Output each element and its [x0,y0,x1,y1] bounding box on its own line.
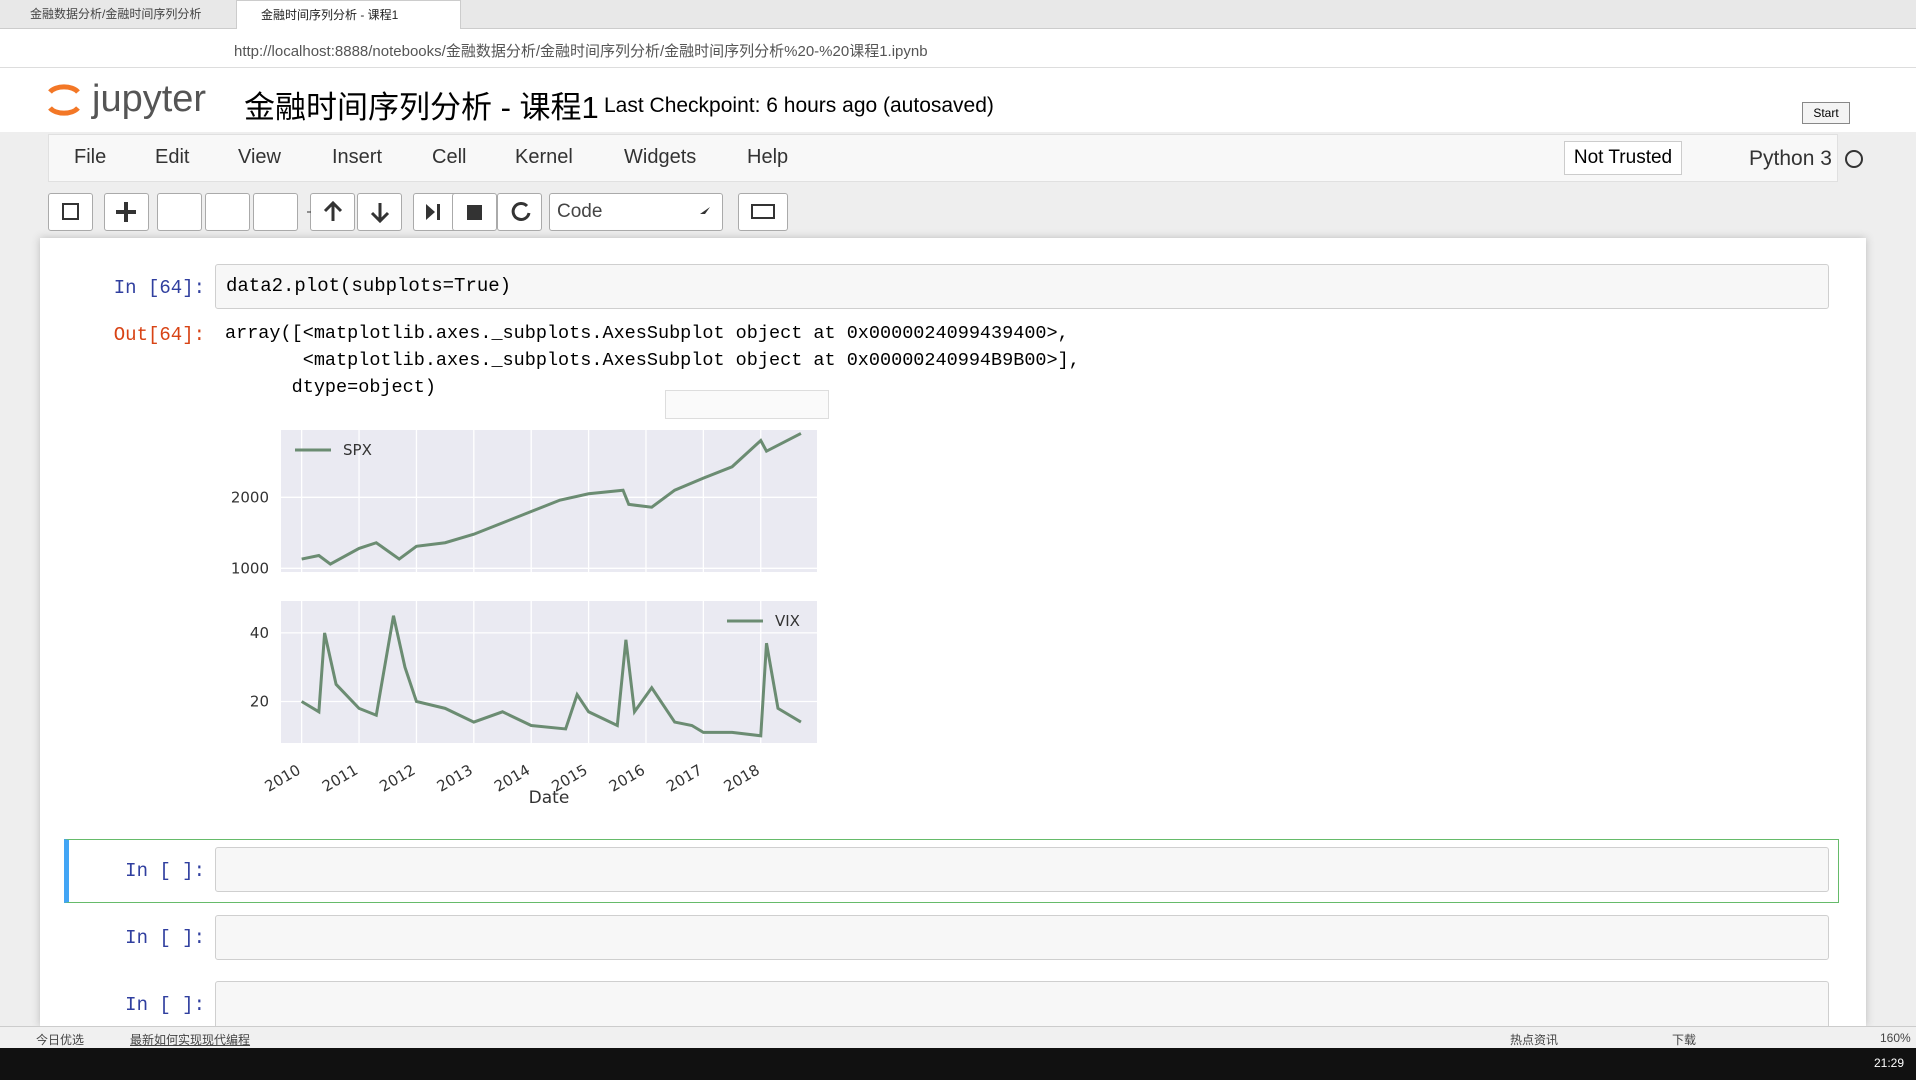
tab[interactable]: 金融数据分析/金融时间序列分析 [30,7,202,21]
figure-toolbar [665,390,829,419]
menu-item[interactable]: Help [747,146,789,168]
plot-area [281,601,817,743]
menu-item[interactable]: View [238,146,281,168]
output-line: array([<matplotlib.axes._subplots.AxesSu… [225,323,1069,344]
logo-icon [48,84,80,116]
url[interactable]: http://localhost:8888/notebooks/金融数据分析/金… [234,43,928,60]
input-prompt: In [ ]: [125,860,205,882]
status-download[interactable]: 下载 [1672,1033,1697,1047]
code-input[interactable] [215,981,1829,1031]
x-tick-label: 2010 [262,761,304,796]
y-tick-label: 2000 [231,488,269,506]
x-tick-label: 2012 [376,761,418,796]
x-tick-label: 2017 [663,761,705,796]
paste-button[interactable] [253,193,298,231]
line [300,615,802,738]
menu-item[interactable]: Insert [332,146,383,168]
restart-button[interactable] [497,193,542,231]
menu-item[interactable]: Kernel [515,146,573,168]
keyboard-button[interactable] [738,193,788,231]
start-button[interactable]: Start [1802,102,1850,124]
kernel-status [1845,150,1863,168]
input-prompt: In [ ]: [125,927,205,949]
legend-label: SPX [343,441,372,459]
menu-item[interactable]: Edit [155,146,190,168]
notebook-title[interactable]: 金融时间序列分析 - 课程1 [244,90,599,125]
trust-indicator[interactable]: Not Trusted [1564,141,1682,175]
status-news[interactable]: 最新如何实现现代编程 [130,1033,251,1047]
status-hot[interactable]: 热点资讯 [1510,1033,1559,1047]
menu-item[interactable]: File [74,146,107,168]
output-prompt: Out[64]: [113,324,205,346]
code-input[interactable] [215,915,1829,960]
selected-cell [64,839,1839,903]
cut-button[interactable] [157,193,202,231]
tab-bar: 金融数据分析/金融时间序列分析 金融时间序列分析 - 课程1 [0,0,1916,30]
clock: 21:29 [1874,1056,1905,1070]
status-zoom[interactable]: 160% [1880,1031,1911,1045]
legend-label: VIX [775,612,800,630]
output-line: dtype=object) [225,377,436,398]
menu-bar [48,134,1838,182]
checkpoint: Last Checkpoint: 6 hours ago (autosaved) [604,94,994,117]
x-tick-label: 2016 [606,761,648,796]
status-text[interactable]: 今日优选 [36,1033,85,1047]
y-tick-label: 20 [250,692,269,710]
address-bar: http://localhost:8888/notebooks/金融数据分析/金… [0,29,1916,68]
x-tick-label: 2018 [721,761,763,796]
kernel-name: Python 3 [1749,147,1832,170]
plot-area [281,430,817,572]
x-axis-label: Date [529,788,570,808]
x-tick-label: 2014 [491,761,533,796]
code-input[interactable] [215,847,1829,892]
input-prompt: In [64]: [113,277,205,299]
cell-type-select[interactable]: Code [549,193,723,231]
tab[interactable]: 金融时间序列分析 - 课程1 [236,0,461,30]
menu-item[interactable]: Cell [432,146,467,168]
x-tick-label: 2011 [319,761,361,796]
menu-item[interactable]: Widgets [624,146,697,168]
y-tick-label: 40 [250,624,269,642]
toolbar-icons [62,200,775,224]
input-prompt: In [ ]: [125,994,205,1016]
status-bar: 今日优选 最新如何实现现代编程 热点资讯 下载 160% [0,1026,1916,1048]
code-input[interactable]: data2.plot(subplots=True) [215,264,1829,309]
copy-button[interactable] [205,193,250,231]
y-tick-label: 1000 [231,559,269,577]
header: jupyter 金融时间序列分析 - 课程1 Last Checkpoint: … [0,68,1916,132]
save-button[interactable] [48,193,93,231]
logo[interactable]: jupyter [92,78,207,120]
x-tick-label: 2013 [434,761,476,796]
output-line: <matplotlib.axes._subplots.AxesSubplot o… [225,350,1080,371]
taskbar: 21:29 [0,1048,1916,1080]
line [301,432,802,566]
